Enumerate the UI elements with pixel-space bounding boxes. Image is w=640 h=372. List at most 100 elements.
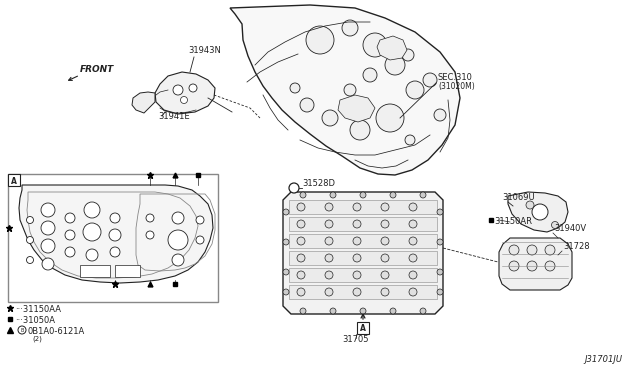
Bar [8, 174, 20, 186]
Circle shape [381, 254, 389, 262]
Circle shape [180, 96, 188, 103]
Circle shape [26, 217, 33, 224]
Polygon shape [155, 72, 215, 114]
Circle shape [527, 245, 537, 255]
Text: B: B [20, 327, 24, 333]
Circle shape [385, 55, 405, 75]
Circle shape [381, 203, 389, 211]
Circle shape [342, 20, 358, 36]
Circle shape [290, 83, 300, 93]
Circle shape [437, 269, 443, 275]
Polygon shape [499, 238, 572, 290]
Circle shape [363, 33, 387, 57]
Circle shape [509, 245, 519, 255]
Text: ···31150AA: ···31150AA [15, 305, 61, 314]
Circle shape [344, 84, 356, 96]
Text: 31728: 31728 [563, 242, 589, 251]
Circle shape [353, 220, 361, 228]
Circle shape [437, 289, 443, 295]
Circle shape [306, 26, 334, 54]
Circle shape [406, 81, 424, 99]
Circle shape [42, 258, 54, 270]
Circle shape [526, 201, 534, 209]
Bar [80, 265, 110, 277]
Polygon shape [508, 192, 568, 232]
Text: 0B1A0-6121A: 0B1A0-6121A [27, 327, 84, 336]
Circle shape [409, 237, 417, 245]
Circle shape [84, 202, 100, 218]
Text: 31150AR: 31150AR [494, 217, 532, 226]
Circle shape [381, 220, 389, 228]
Circle shape [86, 249, 98, 261]
Circle shape [172, 254, 184, 266]
Circle shape [527, 261, 537, 271]
Circle shape [322, 110, 338, 126]
Circle shape [409, 203, 417, 211]
Circle shape [420, 308, 426, 314]
Circle shape [330, 308, 336, 314]
Circle shape [402, 49, 414, 61]
Circle shape [297, 271, 305, 279]
Circle shape [172, 212, 184, 224]
Circle shape [109, 229, 121, 241]
Text: 31943N: 31943N [188, 46, 221, 55]
Circle shape [420, 192, 426, 198]
Circle shape [65, 230, 75, 240]
Circle shape [353, 271, 361, 279]
Circle shape [532, 204, 548, 220]
Circle shape [325, 254, 333, 262]
Circle shape [509, 261, 519, 271]
Polygon shape [230, 5, 460, 175]
Circle shape [189, 84, 197, 92]
Text: (2): (2) [32, 336, 42, 343]
Circle shape [83, 223, 101, 241]
Circle shape [65, 213, 75, 223]
Circle shape [325, 203, 333, 211]
Circle shape [283, 289, 289, 295]
Circle shape [325, 288, 333, 296]
Circle shape [173, 85, 183, 95]
Polygon shape [338, 95, 375, 122]
Circle shape [297, 220, 305, 228]
Circle shape [26, 237, 33, 244]
Circle shape [390, 192, 396, 198]
Bar [8, 174, 218, 302]
Circle shape [325, 271, 333, 279]
Circle shape [297, 203, 305, 211]
Circle shape [363, 68, 377, 82]
Circle shape [41, 239, 55, 253]
Polygon shape [19, 185, 213, 283]
Text: 31940V: 31940V [554, 224, 586, 233]
Circle shape [18, 326, 26, 334]
Circle shape [409, 271, 417, 279]
Circle shape [300, 308, 306, 314]
Circle shape [283, 269, 289, 275]
Circle shape [146, 231, 154, 239]
Circle shape [409, 220, 417, 228]
Bar [289, 268, 437, 282]
Circle shape [26, 257, 33, 263]
Circle shape [353, 203, 361, 211]
Circle shape [300, 192, 306, 198]
Bar [289, 200, 437, 214]
Bar [357, 322, 369, 334]
Text: A: A [360, 324, 366, 333]
Circle shape [283, 239, 289, 245]
Text: 31069U: 31069U [502, 193, 534, 202]
Text: 31705: 31705 [342, 335, 369, 344]
Text: 31528D: 31528D [302, 179, 335, 188]
Circle shape [289, 183, 299, 193]
Circle shape [297, 288, 305, 296]
Circle shape [330, 192, 336, 198]
Circle shape [325, 237, 333, 245]
Circle shape [437, 209, 443, 215]
Circle shape [110, 213, 120, 223]
Text: J31701JU: J31701JU [584, 355, 622, 364]
Circle shape [376, 104, 404, 132]
Circle shape [110, 247, 120, 257]
Circle shape [300, 98, 314, 112]
Circle shape [283, 209, 289, 215]
Circle shape [405, 135, 415, 145]
Text: (31020M): (31020M) [438, 82, 475, 91]
Bar [289, 251, 437, 265]
